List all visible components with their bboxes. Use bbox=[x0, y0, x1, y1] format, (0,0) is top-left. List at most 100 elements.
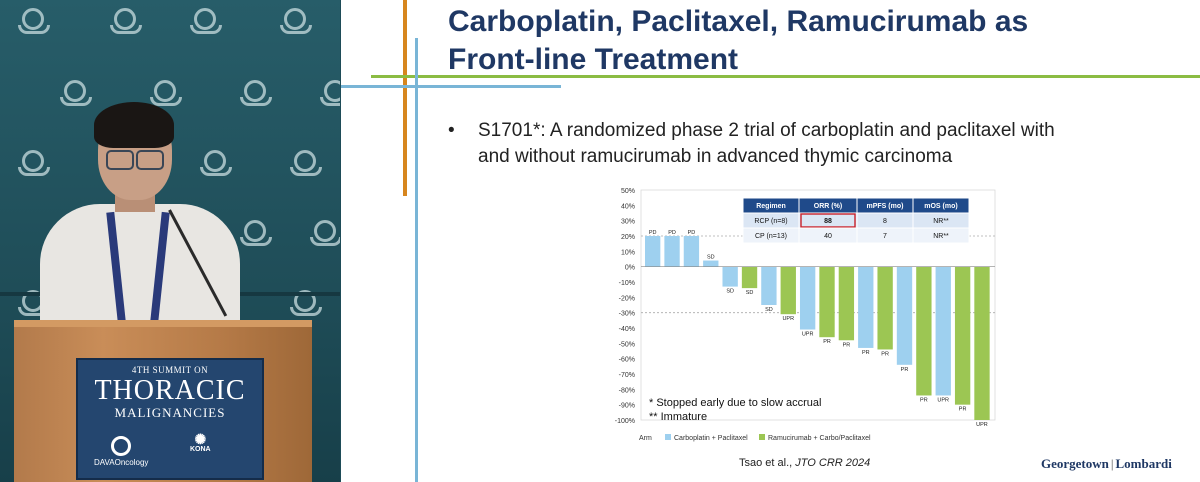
backdrop-logo-icon bbox=[110, 8, 142, 34]
bar-response-label: PR bbox=[959, 407, 967, 413]
table-cell-text: RCP (n=8) bbox=[754, 218, 787, 225]
podium-sign: 4TH SUMMIT ON THORACIC MALIGNANCIES DAVA… bbox=[76, 358, 264, 480]
dava-logo-text: DAVAOncology bbox=[94, 458, 149, 467]
bar-response-label: PD bbox=[688, 230, 696, 236]
waterfall-bar bbox=[858, 266, 874, 348]
brand-right: Lombardi bbox=[1115, 456, 1172, 471]
green-accent-line bbox=[371, 75, 1200, 78]
bar-response-label: PR bbox=[881, 351, 889, 357]
bar-response-label: PD bbox=[668, 230, 676, 236]
bar-response-label: UPR bbox=[976, 422, 988, 428]
citation-journal: JTO CRR 2024 bbox=[795, 457, 871, 469]
citation: Tsao et al., JTO CRR 2024 bbox=[739, 457, 870, 469]
legend-title: Arm bbox=[639, 435, 652, 442]
backdrop-logo-icon bbox=[240, 80, 272, 106]
blue-accent-line-horizontal bbox=[341, 85, 561, 88]
footnote: ** Immature bbox=[649, 411, 707, 423]
speaker-video: 4TH SUMMIT ON THORACIC MALIGNANCIES DAVA… bbox=[0, 0, 340, 482]
table-header-text: ORR (%) bbox=[814, 203, 842, 210]
waterfall-bar bbox=[916, 266, 932, 396]
waterfall-bar bbox=[722, 266, 738, 287]
table-cell-text: 88 bbox=[824, 218, 832, 225]
legend-swatch bbox=[759, 434, 765, 440]
backdrop-logo-icon bbox=[18, 150, 50, 176]
y-tick-label: -20% bbox=[619, 295, 635, 302]
table-header-text: mOS (mo) bbox=[924, 203, 957, 210]
bullet-symbol: • bbox=[448, 120, 455, 141]
bar-response-label: PR bbox=[862, 350, 870, 356]
slide-title-line-1: Carboplatin, Paclitaxel, Ramucirumab as bbox=[448, 5, 1029, 38]
backdrop-logo-icon bbox=[18, 8, 50, 34]
y-tick-label: 40% bbox=[621, 203, 635, 210]
table-header-text: mPFS (mo) bbox=[867, 203, 904, 210]
y-tick-label: -40% bbox=[619, 326, 635, 333]
backdrop-logo-icon bbox=[280, 8, 312, 34]
bar-response-label: PR bbox=[920, 397, 928, 403]
glasses-left-lens bbox=[106, 150, 134, 170]
bar-response-label: PR bbox=[843, 342, 851, 348]
table-cell-text: 40 bbox=[824, 233, 832, 240]
waterfall-bar bbox=[703, 260, 719, 267]
footnote: * Stopped early due to slow accrual bbox=[649, 397, 821, 409]
georgetown-lombardi-logo: Georgetown | Lombardi bbox=[1041, 456, 1172, 472]
y-tick-label: -100% bbox=[615, 418, 635, 425]
backdrop-logo-icon bbox=[310, 220, 340, 246]
legend-swatch bbox=[665, 434, 671, 440]
bar-response-label: PR bbox=[901, 367, 909, 373]
blue-accent-line-vertical bbox=[415, 38, 418, 482]
y-tick-label: -10% bbox=[619, 280, 635, 287]
waterfall-bar bbox=[683, 236, 700, 267]
bar-response-label: SD bbox=[726, 289, 734, 295]
orange-accent-line bbox=[403, 0, 407, 196]
waterfall-bar bbox=[838, 266, 855, 341]
backdrop-logo-icon bbox=[290, 290, 322, 316]
waterfall-bar bbox=[761, 266, 777, 305]
backdrop-logo-icon bbox=[60, 80, 92, 106]
y-tick-label: 20% bbox=[621, 234, 635, 241]
waterfall-bar bbox=[741, 266, 758, 289]
bar-response-label: UPR bbox=[937, 397, 949, 403]
y-tick-label: -30% bbox=[619, 311, 635, 318]
speaker-hair bbox=[94, 102, 174, 148]
waterfall-bar bbox=[819, 266, 835, 338]
sign-sub-text: MALIGNANCIES bbox=[114, 405, 226, 420]
backdrop-logo-icon bbox=[290, 150, 322, 176]
waterfall-bar bbox=[974, 266, 990, 420]
waterfall-bar bbox=[935, 266, 951, 396]
waterfall-bar bbox=[954, 266, 971, 405]
waterfall-bar bbox=[896, 266, 913, 365]
highlight-box bbox=[800, 213, 856, 228]
dava-logo-icon bbox=[111, 436, 132, 456]
y-tick-label: 50% bbox=[621, 188, 635, 195]
bullet-point: • S1701*: A randomized phase 2 trial of … bbox=[448, 118, 1188, 170]
slide-title-line-2: Front-line Treatment bbox=[448, 43, 739, 76]
table-header-text: Regimen bbox=[756, 203, 786, 210]
y-tick-label: 30% bbox=[621, 219, 635, 226]
waterfall-bar bbox=[780, 266, 796, 315]
bar-response-label: PR bbox=[823, 339, 831, 345]
glasses-right-lens bbox=[136, 150, 164, 170]
brand-separator: | bbox=[1110, 456, 1114, 471]
backdrop-logo-icon bbox=[150, 80, 182, 106]
backdrop-logo-icon bbox=[240, 220, 272, 246]
bar-response-label: SD bbox=[765, 307, 773, 313]
bar-response-label: UPR bbox=[802, 332, 814, 338]
legend-label: Carboplatin + Paclitaxel bbox=[674, 435, 748, 442]
waterfall-chart-container: 50% 40% 30% 20% 10% 0% -10% -20% -30% -40% -50% -60… bbox=[591, 184, 1005, 450]
kona-logo: ✺ KONA bbox=[190, 432, 211, 453]
dava-logo: DAVAOncology bbox=[94, 436, 148, 467]
waterfall-bar bbox=[877, 266, 893, 350]
bullet-text-line-1: S1701*: A randomized phase 2 trial of ca… bbox=[478, 120, 1055, 141]
brand-left: Georgetown bbox=[1041, 456, 1109, 471]
bar-response-label: PD bbox=[649, 230, 657, 236]
table-cell-text: NR** bbox=[933, 233, 949, 240]
waterfall-bar bbox=[664, 236, 680, 267]
legend-label: Ramucirumab + Carbo/Paclitaxel bbox=[768, 435, 871, 442]
backdrop-logo-icon bbox=[320, 80, 340, 106]
sign-top-text: 4TH SUMMIT ON bbox=[131, 365, 209, 375]
y-tick-label: -70% bbox=[619, 372, 635, 379]
bar-response-label: SD bbox=[746, 290, 754, 296]
table-cell-text: 7 bbox=[883, 233, 887, 240]
y-tick-label: -60% bbox=[619, 357, 635, 364]
bullet-text-line-2: and without ramucirumab in advanced thym… bbox=[478, 146, 953, 167]
